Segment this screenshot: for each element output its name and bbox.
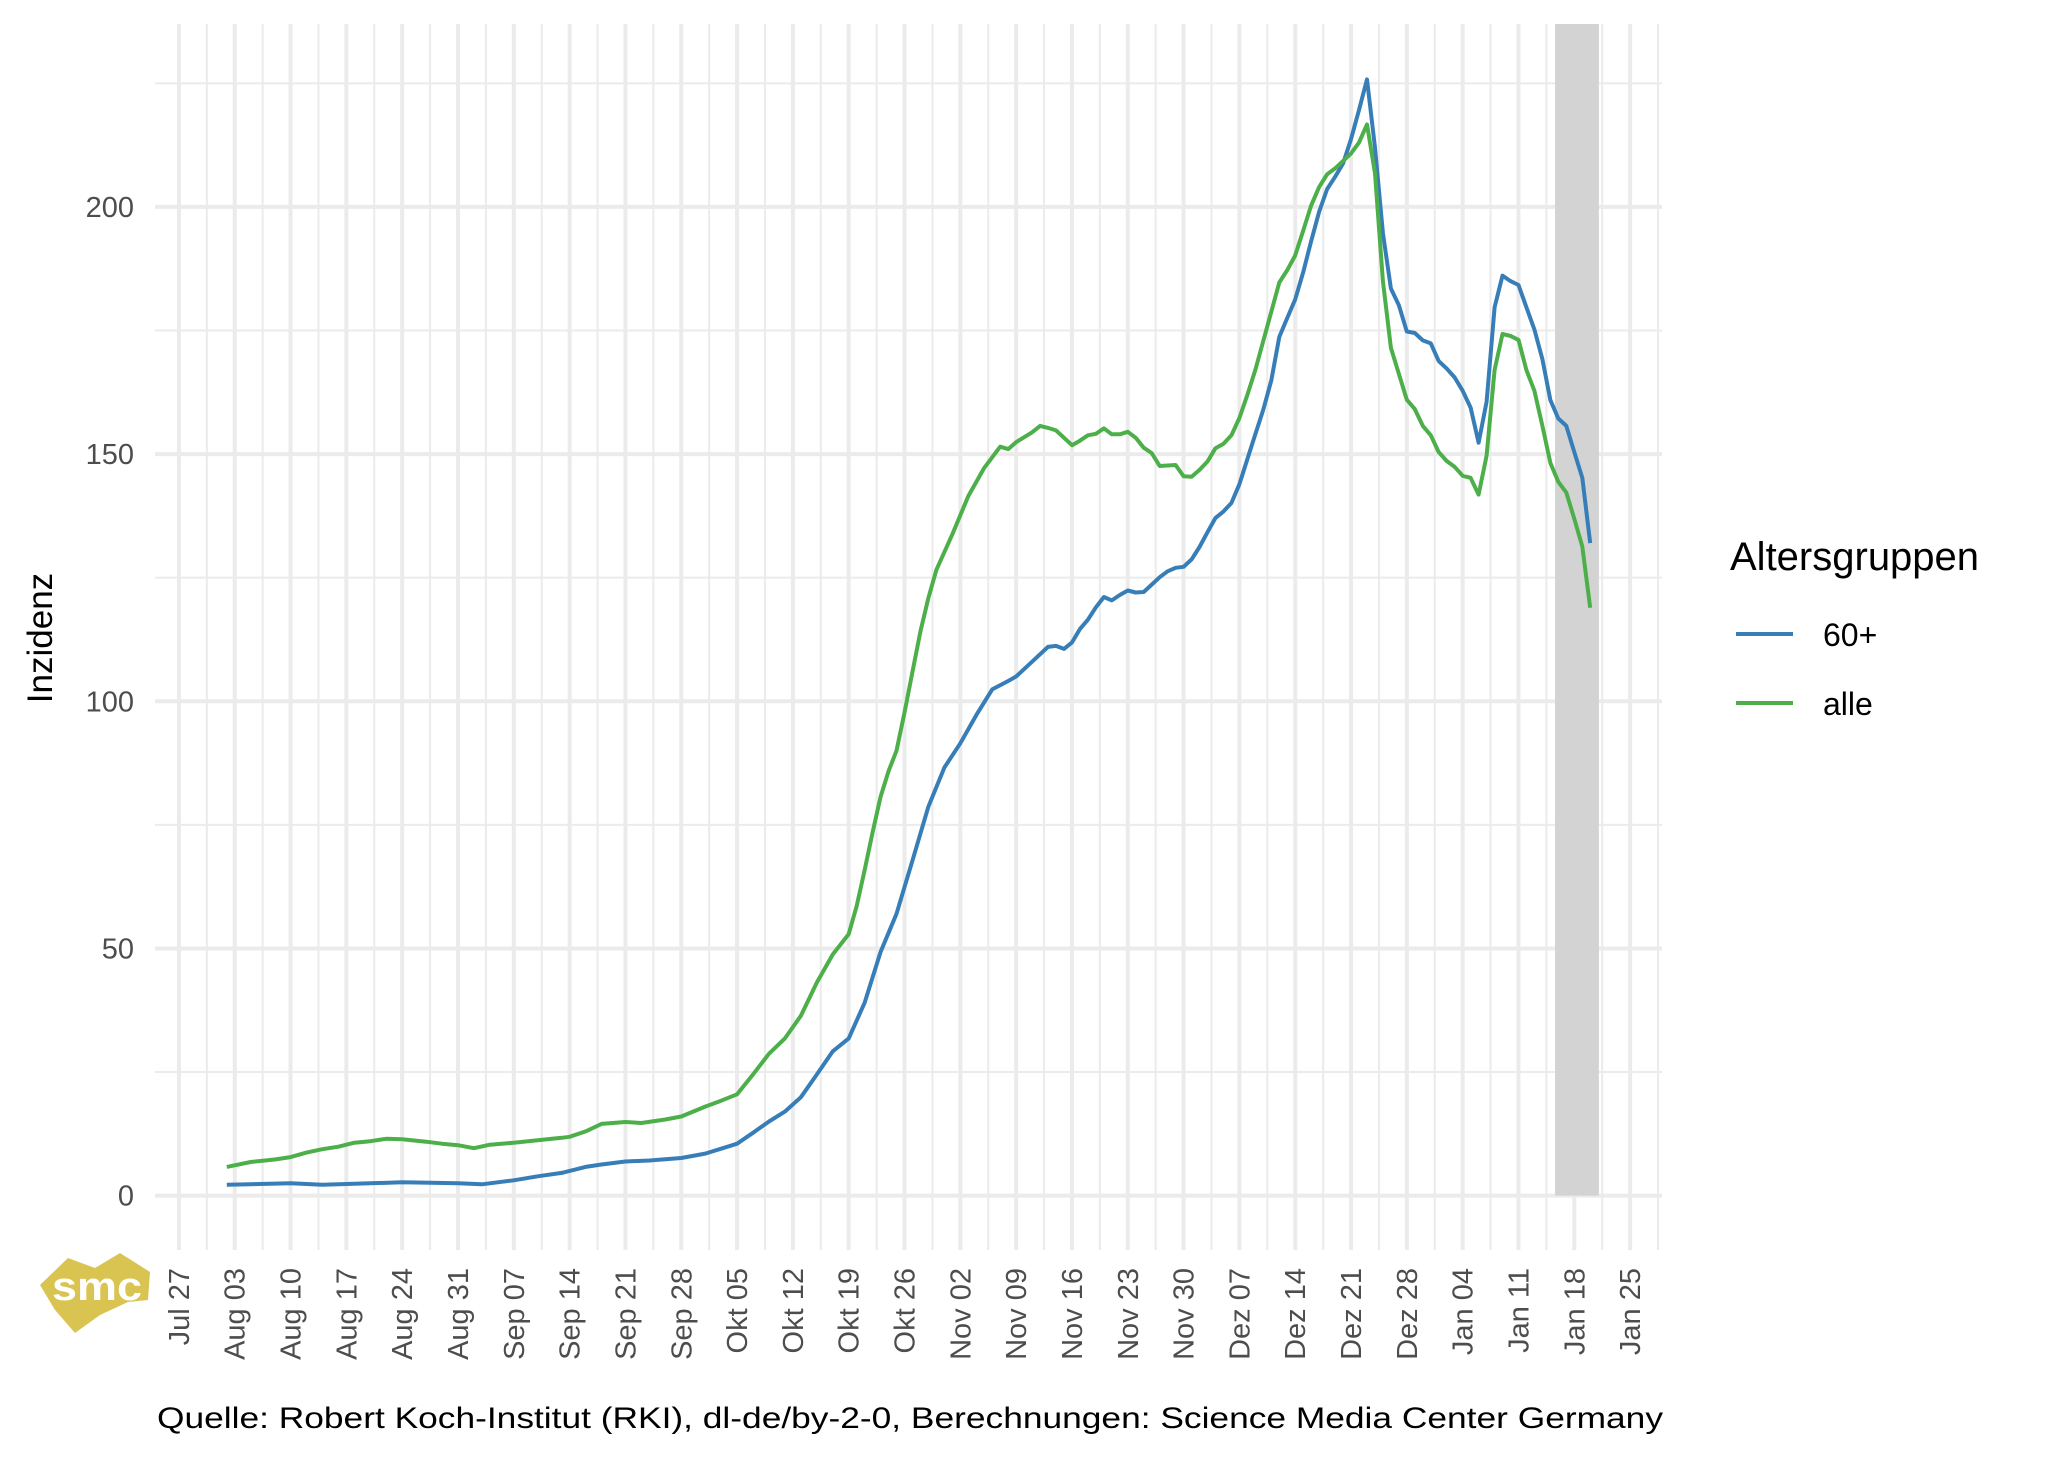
x-tick-label: Aug 10 — [276, 1268, 308, 1360]
x-tick-label: Aug 24 — [387, 1268, 419, 1360]
shaded-band — [1555, 24, 1599, 1196]
x-tick-label: Jan 11 — [1504, 1268, 1536, 1353]
smc-logo-text: smc — [52, 1265, 142, 1309]
x-tick-label: Jul 27 — [164, 1268, 196, 1345]
x-tick-label: Okt 26 — [890, 1268, 922, 1353]
shaded-band-layer — [1555, 24, 1599, 1196]
x-tick-label: Dez 07 — [1224, 1268, 1256, 1360]
x-tick-label: Sep 28 — [666, 1268, 698, 1360]
x-tick-label: Dez 21 — [1336, 1268, 1368, 1360]
x-tick-label: Okt 05 — [722, 1268, 754, 1353]
x-tick-label: Aug 31 — [443, 1268, 475, 1360]
y-tick-label: 200 — [86, 192, 134, 224]
x-tick-label: Jan 04 — [1448, 1268, 1480, 1355]
legend-title: Altersgruppen — [1730, 535, 1979, 579]
x-tick-label: Dez 28 — [1392, 1268, 1424, 1360]
y-tick-label: 50 — [102, 933, 134, 965]
y-tick-label: 0 — [118, 1181, 134, 1213]
y-tick-label: 100 — [86, 686, 134, 718]
x-tick-label: Sep 14 — [555, 1268, 587, 1360]
x-tick-label: Nov 30 — [1169, 1268, 1201, 1360]
x-tick-label: Nov 23 — [1113, 1268, 1145, 1360]
x-tick-label: Okt 19 — [834, 1268, 866, 1353]
y-axis-ticks: 0 50 100 150 200 — [86, 192, 134, 1213]
series-line-60plus — [226, 77, 1593, 1187]
x-tick-label: Sep 21 — [610, 1268, 642, 1360]
x-tick-label: Jan 25 — [1615, 1268, 1647, 1355]
series-line-alle — [226, 122, 1593, 1169]
smc-logo: smc — [40, 1253, 150, 1333]
x-tick-label: Aug 17 — [331, 1268, 363, 1360]
legend-label-60plus: 60+ — [1823, 617, 1877, 653]
y-tick-label: 150 — [86, 439, 134, 471]
x-tick-label: Aug 03 — [220, 1268, 252, 1360]
legend: Altersgruppen 60+ alle — [1730, 535, 1979, 722]
x-tick-label: Nov 02 — [945, 1268, 977, 1360]
source-caption: Quelle: Robert Koch-Institut (RKI), dl-d… — [157, 1402, 1663, 1435]
x-tick-label: Jan 18 — [1559, 1268, 1591, 1355]
x-tick-label: Sep 07 — [499, 1268, 531, 1360]
x-tick-label: Okt 12 — [778, 1268, 810, 1353]
legend-label-alle: alle — [1823, 686, 1873, 722]
x-tick-label: Nov 09 — [1001, 1268, 1033, 1360]
series-lines — [226, 77, 1593, 1187]
smc-logo-shape — [40, 1253, 150, 1333]
grid — [155, 24, 1662, 1250]
x-tick-label: Nov 16 — [1057, 1268, 1089, 1360]
x-axis-ticks: Jul 27 Aug 03 Aug 10 Aug 17 Aug 24 Aug 31 Sep … — [164, 1268, 1647, 1360]
y-axis-label: Inzidenz — [21, 573, 60, 703]
x-tick-label: Dez 14 — [1280, 1268, 1312, 1360]
